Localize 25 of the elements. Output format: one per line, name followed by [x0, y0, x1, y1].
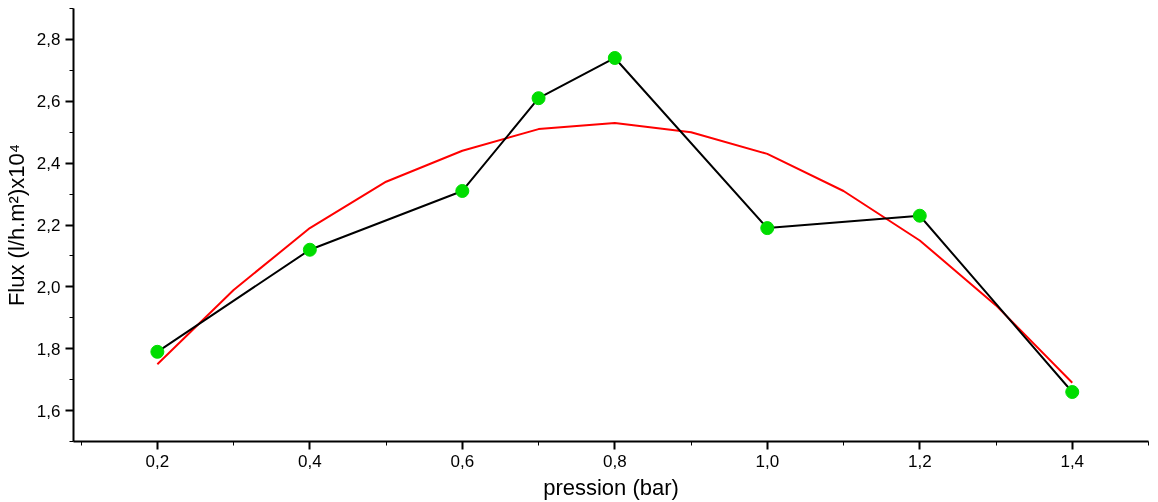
- point: [912, 208, 927, 223]
- x-tick-label: 0,4: [298, 451, 322, 471]
- x-tick-label: 0,2: [145, 451, 170, 471]
- x-tick-label: 0,8: [603, 451, 627, 471]
- y-tick-label: 2,0: [36, 277, 61, 297]
- x-axis-title: pression (bar): [543, 474, 679, 500]
- y-tick-label: 2,2: [36, 216, 61, 235]
- point: [302, 242, 317, 257]
- y-tick-label: 2,4: [36, 154, 61, 174]
- line-series: [156, 121, 1074, 384]
- x-tick-label: 1,4: [1060, 451, 1085, 471]
- point: [760, 221, 775, 236]
- x-tick-label: 1,0: [755, 451, 780, 471]
- point: [455, 183, 470, 198]
- y-tick-label: 1,6: [36, 401, 61, 421]
- point: [531, 91, 546, 106]
- point: [1065, 385, 1080, 399]
- y-axis-title: Flux (l/h.m²)x10⁴: [3, 143, 29, 307]
- point: [607, 51, 622, 65]
- y-tick-label: 2,8: [36, 30, 61, 50]
- x-tick-label: 0,6: [450, 451, 475, 471]
- x-tick-label: 1,2: [907, 451, 932, 471]
- point: [150, 344, 165, 359]
- y-tick-label: 2,6: [36, 92, 61, 112]
- y-tick-label: 1,8: [36, 339, 61, 359]
